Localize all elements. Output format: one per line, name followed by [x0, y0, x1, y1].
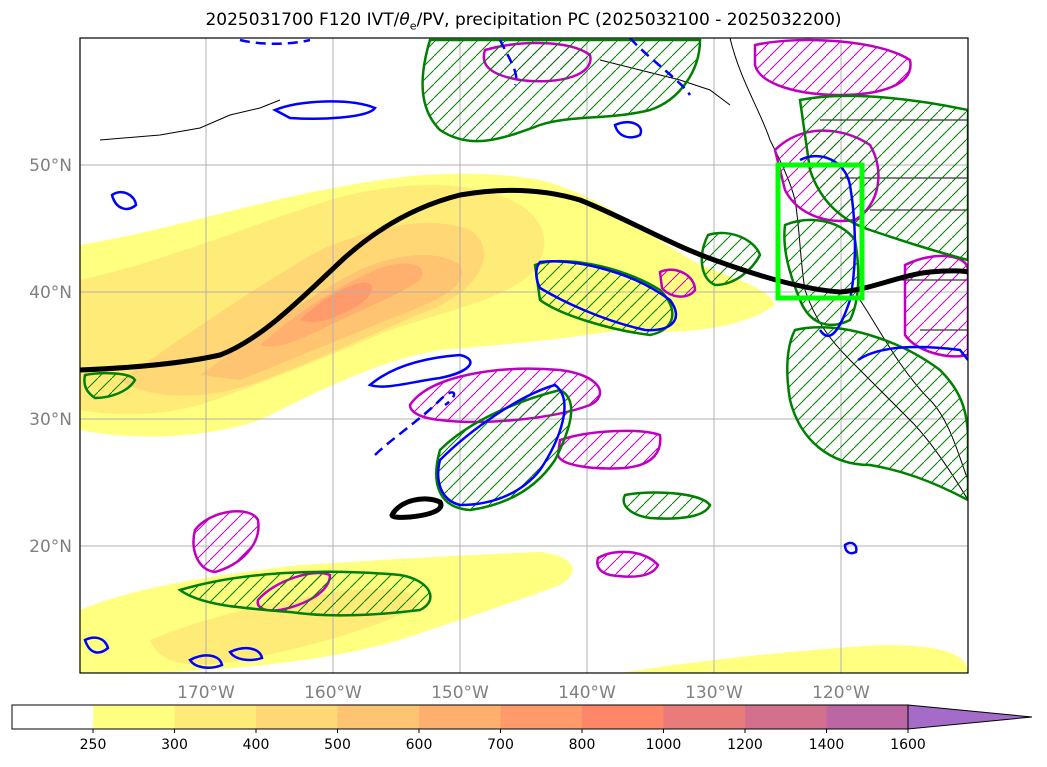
colorbar-tick-label: 600: [406, 737, 433, 753]
colorbar-segment: [826, 705, 908, 729]
lat-label: 40°N: [29, 283, 72, 303]
lat-label: 30°N: [29, 410, 72, 430]
colorbar-segment: [745, 705, 827, 729]
lon-label: 170°W: [177, 683, 235, 703]
colorbar-segment: [500, 705, 582, 729]
jet-contours: [80, 187, 968, 520]
colorbar-tick-label: 400: [243, 737, 270, 753]
lon-label: 150°W: [431, 683, 489, 703]
colorbar-extend-arrow: [907, 704, 1033, 730]
colorbar-segment: [582, 705, 664, 729]
focus-region-box: [775, 162, 865, 301]
colorbar-tick-label: 300: [161, 737, 188, 753]
latitude-labels: 50°N 40°N 30°N 20°N: [29, 156, 72, 557]
blue-contours: [83, 38, 968, 669]
colorbar: 250 300 400 500 600 700 800 1000 1200 1400 1600: [11, 704, 1033, 753]
lat-label: 50°N: [29, 156, 72, 176]
colorbar-tick-label: 800: [569, 737, 596, 753]
map-title: 2025031700 F120 IVT/θe/PV, precipitation…: [205, 10, 842, 33]
colorbar-tick-label: 1000: [646, 737, 682, 753]
colorbar-segment: [663, 705, 745, 729]
map-layers: [80, 38, 968, 673]
colorbar-tick-label: 500: [324, 737, 351, 753]
colorbar-segment: [256, 705, 338, 729]
colorbar-tick-label: 1600: [890, 737, 926, 753]
colorbar-outline: [11, 704, 909, 730]
colorbar-tick-label: 700: [487, 737, 514, 753]
map-border: [79, 37, 969, 674]
longitude-labels: 170°W 160°W 150°W 140°W 130°W 120°W: [177, 683, 870, 703]
lon-label: 130°W: [685, 683, 743, 703]
colorbar-segment: [174, 705, 256, 729]
lat-label: 20°N: [29, 537, 72, 557]
colorbar-tick-label: 1400: [809, 737, 845, 753]
lon-label: 140°W: [558, 683, 616, 703]
lon-label: 160°W: [304, 683, 362, 703]
colorbar-segment: [93, 705, 175, 729]
colorbar-tick-label: 1200: [727, 737, 763, 753]
colorbar-tick-label: 250: [80, 737, 107, 753]
colorbar-segment: [337, 705, 419, 729]
colorbar-under-segment: [12, 705, 93, 729]
colorbar-segment: [419, 705, 501, 729]
lon-label: 120°W: [812, 683, 870, 703]
